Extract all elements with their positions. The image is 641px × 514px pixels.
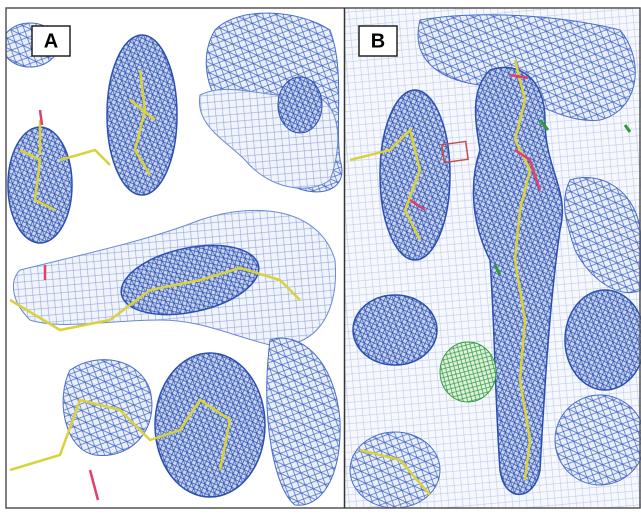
panel-label: A (44, 30, 58, 52)
panel-b-map (345, 8, 641, 508)
panel-label: B (371, 30, 385, 52)
page: {"panels": [{"label": "A"}, {"label": "B… (0, 0, 641, 514)
panel-a-map (2, 13, 342, 505)
panel-a-label-box: A (32, 26, 70, 56)
panel-b-label-box: B (359, 26, 397, 56)
figure: A B (0, 0, 641, 514)
